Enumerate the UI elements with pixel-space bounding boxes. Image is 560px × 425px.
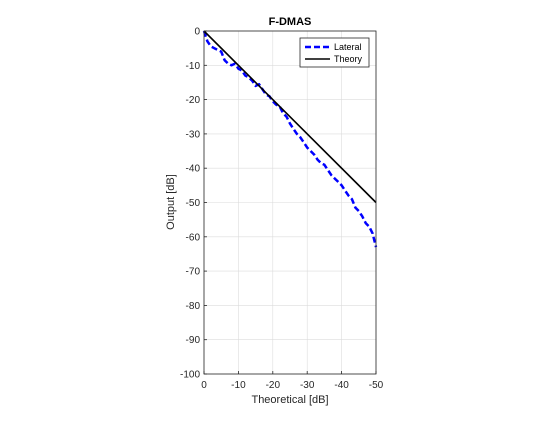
y-tick-label: -80 xyxy=(186,301,201,312)
x-tick-label: 0 xyxy=(201,380,207,391)
ticks: 0 -10 -20 -30 -40 -50 0 -10 -20 -30 -40 -50 -60 -70 -8… xyxy=(180,27,384,392)
x-tick-label: -30 xyxy=(300,380,315,391)
y-axis-label: Output [dB] xyxy=(165,174,177,230)
series-group xyxy=(202,30,378,248)
y-tick-label: -100 xyxy=(180,370,200,381)
x-tick-label: -10 xyxy=(231,380,246,391)
x-tick-label: -20 xyxy=(266,380,281,391)
legend-label-lateral: Lateral xyxy=(334,42,362,52)
y-tick-label: -50 xyxy=(186,198,201,209)
y-tick-label: -30 xyxy=(186,129,201,140)
legend: Lateral Theory xyxy=(299,37,370,68)
y-tick-label: -20 xyxy=(186,95,201,106)
y-tick-label: -90 xyxy=(186,335,201,346)
y-tick-label: -10 xyxy=(186,61,201,72)
y-tick-label: -60 xyxy=(186,232,201,243)
y-tick-label: -70 xyxy=(186,267,201,278)
series-line-lateral xyxy=(202,30,378,248)
x-tick-label: -40 xyxy=(334,380,349,391)
legend-box xyxy=(299,37,370,68)
x-tick-label: -50 xyxy=(369,380,384,391)
chart-title: F-DMAS xyxy=(269,16,312,28)
y-tick-label: 0 xyxy=(194,27,200,38)
x-axis-label: Theoretical [dB] xyxy=(251,394,328,406)
series-line-theory xyxy=(203,30,377,204)
y-tick-label: -40 xyxy=(186,164,201,175)
legend-label-theory: Theory xyxy=(334,54,363,64)
